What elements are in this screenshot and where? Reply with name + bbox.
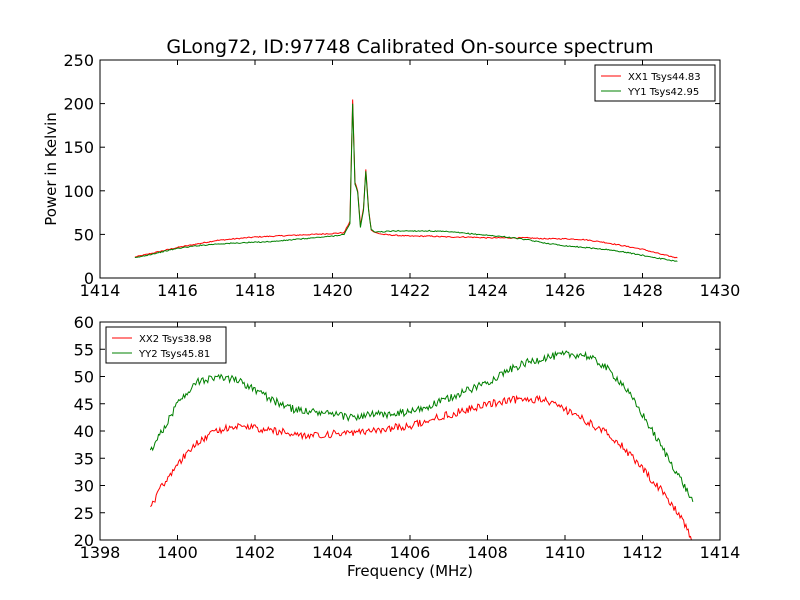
top-x-tick-label: 1420 bbox=[312, 281, 353, 300]
bottom-y-tick-label: 20 bbox=[74, 531, 94, 550]
top-legend: XX1 Tsys44.83 YY1 Tsys42.95 bbox=[594, 64, 716, 102]
bottom-y-tick-label: 50 bbox=[74, 368, 94, 387]
bottom-spectrum-panel: Frequency (MHz) 1398 1400 1402 1404 1406 1408… bbox=[74, 313, 741, 580]
bottom-x-tick-label: 1414 bbox=[700, 543, 741, 562]
bottom-legend-box bbox=[105, 326, 227, 364]
top-y-tick-label: 250 bbox=[63, 51, 94, 70]
bottom-x-tick-label: 1412 bbox=[622, 543, 663, 562]
top-x-tick-label: 1428 bbox=[622, 281, 663, 300]
bottom-y-tick-label: 35 bbox=[74, 449, 94, 468]
top-y-tick-label: 100 bbox=[63, 182, 94, 201]
bottom-y-tick-label: 30 bbox=[74, 477, 94, 496]
bottom-series-line-xx2 bbox=[150, 394, 693, 540]
bottom-y-tick-label: 60 bbox=[74, 313, 94, 332]
bottom-x-tick-label: 1398 bbox=[80, 543, 121, 562]
chart-title: GLong72, ID:97748 Calibrated On-source s… bbox=[166, 36, 653, 58]
bottom-y-tick-label: 45 bbox=[74, 395, 94, 414]
bottom-x-axis-label: Frequency (MHz) bbox=[347, 562, 473, 580]
top-y-tick-label: 50 bbox=[74, 225, 94, 244]
top-spectrum-panel: GLong72, ID:97748 Calibrated On-source s… bbox=[42, 36, 740, 300]
bottom-y-tick-label: 55 bbox=[74, 340, 94, 359]
top-legend-label: YY1 Tsys42.95 bbox=[627, 87, 699, 98]
top-x-tick-label: 1422 bbox=[390, 281, 431, 300]
top-legend-label: XX1 Tsys44.83 bbox=[628, 72, 701, 83]
bottom-x-tick-label: 1406 bbox=[390, 543, 431, 562]
top-y-tick-label: 150 bbox=[63, 138, 94, 157]
top-x-tick-label: 1416 bbox=[157, 281, 198, 300]
top-series-line-xx1 bbox=[134, 99, 678, 259]
bottom-legend-label: YY2 Tsys45.81 bbox=[138, 349, 210, 360]
bottom-x-tick-label: 1400 bbox=[157, 543, 198, 562]
bottom-legend-label: XX2 Tsys38.98 bbox=[139, 334, 212, 345]
bottom-x-tick-label: 1404 bbox=[312, 543, 353, 562]
top-x-tick-label: 1414 bbox=[80, 281, 121, 300]
bottom-y-tick-label: 25 bbox=[74, 504, 94, 523]
top-legend-box bbox=[594, 64, 716, 102]
bottom-legend: XX2 Tsys38.98 YY2 Tsys45.81 bbox=[105, 326, 227, 364]
bottom-x-tick-label: 1402 bbox=[235, 543, 276, 562]
bottom-x-tick-label: 1410 bbox=[545, 543, 586, 562]
top-x-tick-label: 1424 bbox=[467, 281, 508, 300]
bottom-x-tick-label: 1408 bbox=[467, 543, 508, 562]
top-y-tick-label: 200 bbox=[63, 95, 94, 114]
top-series-line-yy1 bbox=[134, 103, 678, 262]
top-x-tick-label: 1430 bbox=[700, 281, 741, 300]
top-x-tick-label: 1426 bbox=[545, 281, 586, 300]
bottom-series-line-yy2 bbox=[149, 350, 694, 502]
bottom-y-tick-label: 40 bbox=[74, 422, 94, 441]
top-y-axis-label: Power in Kelvin bbox=[42, 112, 60, 226]
top-y-tick-label: 0 bbox=[84, 269, 94, 288]
bottom-plot-area: 1398 1400 1402 1404 1406 1408 1410 1412 1414 20 25… bbox=[74, 313, 741, 562]
top-x-tick-label: 1418 bbox=[235, 281, 276, 300]
bottom-series-group bbox=[149, 350, 694, 540]
top-plot-area: 1414 1416 1418 1420 1422 1424 1426 1428 1430 0 50 1… bbox=[63, 51, 740, 300]
top-series-group bbox=[134, 99, 678, 262]
